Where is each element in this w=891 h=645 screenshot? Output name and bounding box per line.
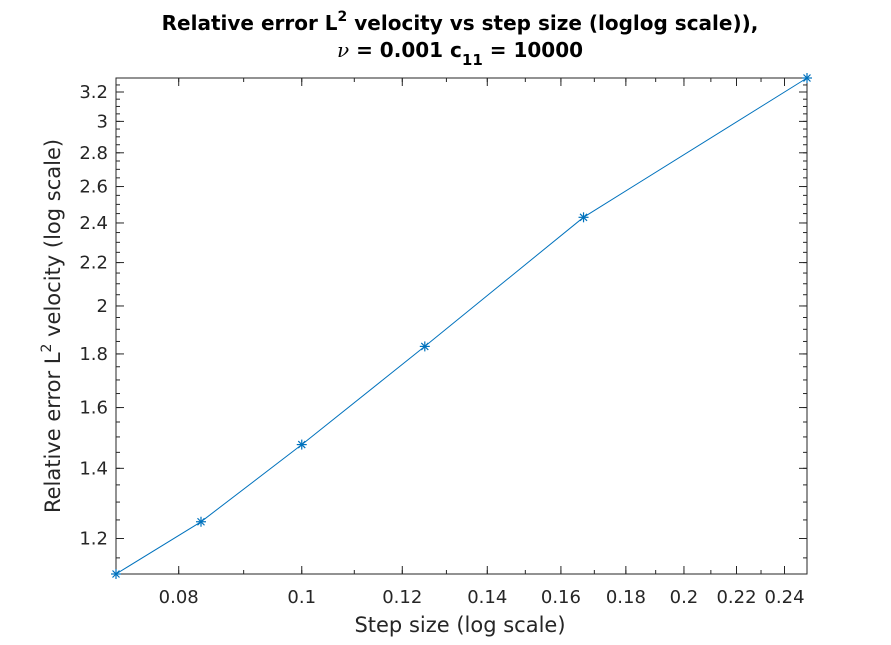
data-point-marker: [296, 439, 307, 450]
title-line2-sub: 11: [462, 51, 483, 69]
y-tick-label: 2.8: [79, 143, 108, 164]
plot-area: [115, 77, 808, 575]
y-tick-label: 2.6: [79, 177, 108, 198]
y-axis-label: Relative error L2 velocity (log scale): [39, 139, 65, 513]
major-ticks: [116, 78, 807, 574]
title-line1-post: velocity vs step size (loglog scale)),: [347, 11, 758, 35]
data-point-marker: [111, 569, 121, 579]
x-tick-label: 0.1: [287, 587, 316, 608]
y-tick-label: 1.6: [79, 398, 108, 419]
y-tick-label: 1.8: [79, 344, 108, 365]
title-line1-sup: 2: [338, 9, 348, 25]
x-tick-label: 0.18: [606, 587, 646, 608]
x-tick-label: 0.2: [670, 587, 699, 608]
y-label-pre: Relative error L: [41, 352, 65, 513]
x-axis-label: Step size (log scale): [354, 613, 565, 637]
x-tick-labels: 0.08 0.1 0.12 0.14 0.16 0.18 0.2 0.22 0.24: [159, 587, 805, 608]
series-line: [115, 77, 808, 575]
chart-title-line1: Relative error L2 velocity vs step size …: [162, 9, 759, 35]
x-tick-label: 0.22: [716, 587, 756, 608]
y-tick-label: 3: [97, 111, 108, 132]
y-tick-label: 2.2: [79, 253, 108, 274]
y-tick-label: 3.2: [79, 82, 108, 103]
chart-title-line2: ν = 0.001 c11 = 10000: [337, 38, 583, 69]
y-tick-labels: 1.2 1.4 1.6 1.8 2 2.2 2.4 2.6 2.8 3 3.2: [79, 82, 108, 550]
y-tick-label: 2: [97, 296, 108, 317]
x-tick-label: 0.16: [541, 587, 581, 608]
title-line1-pre: Relative error L: [162, 11, 338, 35]
title-line2-mid: = 0.001 c: [349, 38, 462, 62]
x-tick-label: 0.14: [467, 587, 507, 608]
data-point-marker: [802, 73, 812, 83]
title-line2-nu: ν: [337, 38, 349, 62]
series-layer: [111, 73, 812, 579]
y-label-sup: 2: [39, 344, 55, 353]
data-point-marker: [195, 516, 206, 527]
data-point-marker: [419, 341, 430, 352]
x-tick-label: 0.24: [764, 587, 804, 608]
x-tick-label: 0.12: [382, 587, 422, 608]
x-tick-label: 0.08: [159, 587, 199, 608]
y-tick-label: 2.4: [79, 213, 108, 234]
y-label-post: velocity (log scale): [41, 139, 65, 344]
title-line2-post: = 10000: [483, 38, 583, 62]
y-tick-label: 1.4: [79, 458, 108, 479]
y-tick-label: 1.2: [79, 529, 108, 550]
data-point-marker: [578, 212, 589, 223]
